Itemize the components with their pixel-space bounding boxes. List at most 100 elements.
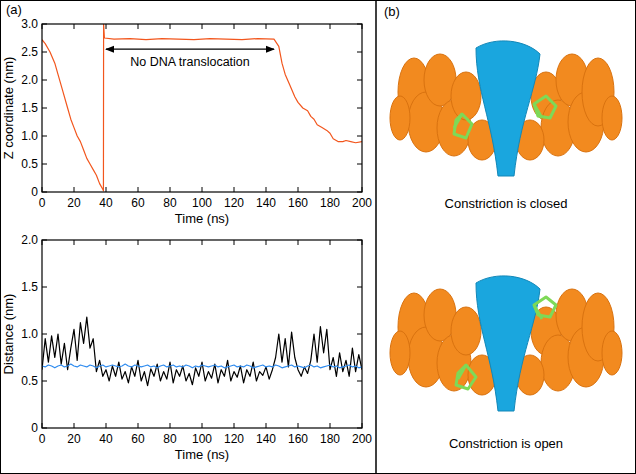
y-tick: [42, 52, 47, 53]
x-tick-label: 160: [288, 196, 308, 210]
x-tick: [330, 423, 331, 428]
x-tick: [42, 24, 43, 29]
x-tick: [138, 423, 139, 428]
x-tick-label: 0: [39, 196, 46, 210]
residue: [534, 297, 556, 317]
y-tick: [357, 24, 362, 25]
y-tick-label: 0: [31, 421, 38, 435]
x-tick-label: 200: [352, 432, 372, 446]
x-tick: [234, 24, 235, 29]
x-tick-label: 160: [288, 432, 308, 446]
x-tick: [106, 423, 107, 428]
data-line: [42, 364, 362, 368]
y-tick: [357, 334, 362, 335]
plot-data: [42, 24, 362, 191]
y-tick-label: 1.5: [21, 101, 38, 115]
x-tick: [202, 24, 203, 29]
y-tick: [357, 52, 362, 53]
x-tick-label: 140: [256, 432, 276, 446]
x-tick-label: 80: [163, 196, 177, 210]
y-tick: [357, 192, 362, 193]
y-tick-label: 0: [31, 185, 38, 199]
plot-data: [42, 317, 362, 386]
y-axis-title: Z coordinate (nm): [1, 57, 16, 160]
x-tick-label: 120: [224, 196, 244, 210]
residue: [456, 365, 476, 389]
x-tick: [362, 423, 363, 428]
x-tick: [330, 240, 331, 245]
y-tick: [357, 80, 362, 81]
data-line: [42, 317, 362, 386]
x-tick: [170, 240, 171, 245]
x-tick: [138, 24, 139, 29]
y-tick: [357, 136, 362, 137]
plot-frame: [42, 240, 362, 428]
x-tick: [298, 187, 299, 192]
dna-strand: [476, 41, 540, 176]
x-tick-label: 40: [99, 196, 113, 210]
residue: [454, 114, 472, 138]
residue-bond: [454, 114, 462, 128]
x-tick-label: 60: [131, 196, 145, 210]
protein-subunit: [451, 307, 481, 355]
figure-frame: [1, 1, 636, 474]
y-tick: [42, 80, 47, 81]
annotation-arrow: [106, 49, 274, 50]
x-tick: [330, 187, 331, 192]
y-tick-label: 3.0: [21, 17, 38, 31]
protein-subunit: [602, 331, 622, 375]
x-tick: [202, 187, 203, 192]
panel-caption: Constriction is open: [449, 436, 563, 451]
y-tick: [42, 381, 47, 382]
y-tick-label: 2.0: [21, 233, 38, 247]
x-tick-label: 180: [320, 196, 340, 210]
x-tick: [74, 423, 75, 428]
protein-subunit: [451, 72, 481, 120]
panel-caption: Constriction is closed: [445, 196, 568, 211]
y-axis-title: Distance (nm): [1, 294, 16, 375]
x-tick: [266, 240, 267, 245]
x-tick: [298, 24, 299, 29]
x-tick: [266, 187, 267, 192]
y-tick: [42, 108, 47, 109]
x-tick: [74, 240, 75, 245]
x-tick: [330, 24, 331, 29]
y-tick: [42, 287, 47, 288]
dna-strand: [476, 276, 540, 411]
x-tick: [42, 187, 43, 192]
y-tick-label: 0.5: [21, 157, 38, 171]
x-tick-label: 80: [163, 432, 177, 446]
residue: [534, 96, 556, 118]
data-line: [42, 24, 362, 191]
x-tick-label: 120: [224, 432, 244, 446]
y-tick: [357, 381, 362, 382]
x-tick: [170, 423, 171, 428]
protein-render: [390, 276, 622, 411]
x-tick-label: 180: [320, 432, 340, 446]
x-tick-label: 100: [192, 196, 212, 210]
x-tick: [266, 24, 267, 29]
x-tick: [362, 240, 363, 245]
x-tick: [170, 24, 171, 29]
y-tick-label: 2.5: [21, 45, 38, 59]
panel-label: (b): [384, 4, 400, 19]
x-tick: [234, 423, 235, 428]
x-tick-label: 40: [99, 432, 113, 446]
y-tick: [42, 24, 47, 25]
panel-divider: [375, 0, 377, 474]
y-tick-label: 1.0: [21, 327, 38, 341]
residue-bond: [458, 365, 466, 379]
x-tick-label: 140: [256, 196, 276, 210]
y-tick-label: 0.5: [21, 374, 38, 388]
x-tick: [202, 423, 203, 428]
x-axis-title: Time (ns): [175, 447, 229, 462]
x-tick-label: 0: [39, 432, 46, 446]
x-tick-label: 60: [131, 432, 145, 446]
y-tick: [42, 334, 47, 335]
x-tick: [234, 187, 235, 192]
x-axis-title: Time (ns): [175, 211, 229, 226]
y-tick: [357, 108, 362, 109]
x-tick: [298, 423, 299, 428]
residue-bond: [534, 104, 542, 118]
x-tick: [106, 187, 107, 192]
